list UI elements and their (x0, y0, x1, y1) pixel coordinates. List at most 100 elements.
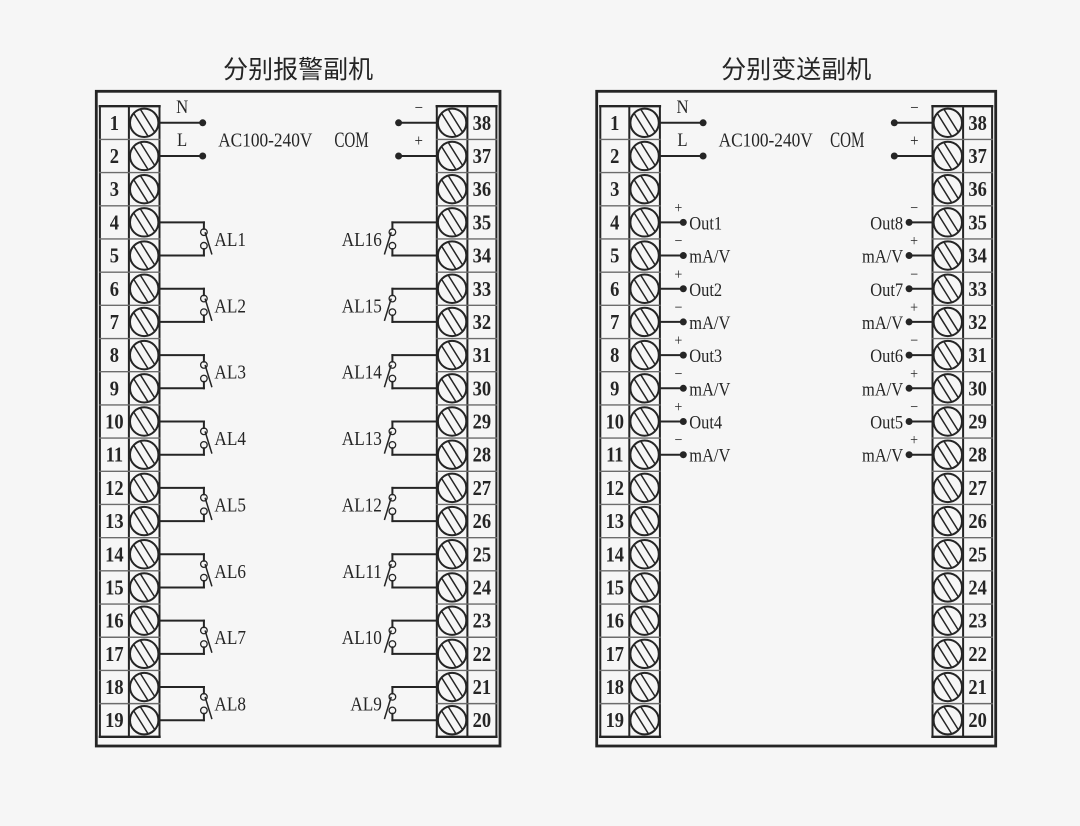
svg-text:2: 2 (110, 145, 119, 168)
svg-text:+: + (910, 300, 918, 317)
svg-text:−: − (414, 99, 422, 117)
svg-text:13: 13 (105, 510, 124, 533)
svg-text:38: 38 (968, 112, 987, 135)
svg-text:−: − (910, 200, 918, 217)
svg-text:23: 23 (968, 610, 987, 633)
svg-text:5: 5 (110, 245, 119, 268)
svg-text:27: 27 (473, 477, 492, 500)
svg-text:12: 12 (606, 477, 625, 500)
svg-text:AL1: AL1 (214, 229, 246, 252)
svg-text:7: 7 (110, 311, 119, 334)
svg-text:17: 17 (606, 643, 625, 666)
svg-text:mA/V: mA/V (689, 312, 730, 333)
svg-text:AL4: AL4 (214, 428, 246, 451)
svg-text:−: − (674, 432, 682, 449)
svg-text:24: 24 (968, 576, 987, 599)
svg-text:COM: COM (830, 128, 865, 153)
svg-text:27: 27 (968, 477, 987, 500)
svg-text:AL10: AL10 (342, 627, 382, 650)
svg-text:+: + (910, 432, 918, 449)
svg-text:+: + (674, 200, 682, 217)
svg-text:20: 20 (473, 709, 492, 732)
svg-text:30: 30 (968, 377, 987, 400)
svg-text:22: 22 (968, 643, 987, 666)
svg-text:24: 24 (473, 576, 492, 599)
svg-text:21: 21 (968, 676, 986, 699)
svg-text:38: 38 (473, 112, 492, 135)
svg-text:mA/V: mA/V (689, 378, 730, 399)
svg-text:7: 7 (610, 311, 619, 334)
svg-text:34: 34 (473, 245, 492, 268)
svg-text:AL15: AL15 (342, 295, 382, 318)
svg-text:AL11: AL11 (342, 561, 381, 584)
svg-text:AL7: AL7 (214, 627, 246, 650)
svg-text:3: 3 (610, 178, 619, 201)
svg-text:COM: COM (334, 128, 369, 153)
svg-text:9: 9 (110, 377, 119, 400)
svg-text:AL8: AL8 (214, 693, 246, 716)
svg-text:+: + (910, 366, 918, 383)
svg-text:Out7: Out7 (870, 279, 903, 300)
svg-text:−: − (674, 300, 682, 317)
svg-text:−: − (910, 99, 918, 117)
svg-text:L: L (177, 129, 187, 150)
svg-text:35: 35 (968, 211, 987, 234)
svg-text:+: + (674, 267, 682, 284)
svg-text:Out2: Out2 (689, 279, 722, 300)
svg-text:1: 1 (610, 112, 619, 135)
svg-text:10: 10 (606, 410, 625, 433)
svg-text:30: 30 (473, 377, 492, 400)
svg-text:AC100-240V: AC100-240V (719, 129, 814, 151)
svg-text:+: + (674, 333, 682, 350)
svg-text:29: 29 (473, 410, 492, 433)
svg-text:22: 22 (473, 643, 492, 666)
svg-text:Out3: Out3 (689, 345, 722, 366)
svg-text:mA/V: mA/V (862, 245, 903, 266)
svg-text:31: 31 (473, 344, 491, 367)
svg-text:1: 1 (110, 112, 119, 135)
svg-text:−: − (910, 333, 918, 350)
svg-text:mA/V: mA/V (862, 445, 903, 466)
svg-text:35: 35 (473, 211, 492, 234)
svg-text:36: 36 (473, 178, 492, 201)
svg-text:13: 13 (606, 510, 625, 533)
svg-text:分别变送副机: 分别变送副机 (721, 56, 871, 84)
svg-text:37: 37 (968, 145, 987, 168)
svg-text:37: 37 (473, 145, 492, 168)
svg-text:mA/V: mA/V (862, 378, 903, 399)
svg-text:+: + (414, 132, 422, 150)
svg-text:8: 8 (610, 344, 619, 367)
svg-text:28: 28 (968, 444, 987, 467)
svg-text:6: 6 (610, 278, 619, 301)
svg-text:28: 28 (473, 444, 492, 467)
svg-text:19: 19 (105, 709, 124, 732)
svg-text:26: 26 (968, 510, 987, 533)
svg-text:L: L (677, 129, 687, 150)
svg-text:17: 17 (105, 643, 124, 666)
svg-text:12: 12 (105, 477, 124, 500)
svg-text:+: + (910, 132, 918, 150)
svg-text:6: 6 (110, 278, 119, 301)
svg-text:5: 5 (610, 245, 619, 268)
svg-text:14: 14 (606, 543, 625, 566)
svg-text:15: 15 (105, 576, 124, 599)
svg-text:mA/V: mA/V (689, 445, 730, 466)
svg-text:11: 11 (106, 444, 123, 467)
svg-text:Out8: Out8 (870, 212, 903, 233)
svg-text:32: 32 (473, 311, 492, 334)
svg-text:32: 32 (968, 311, 987, 334)
svg-text:4: 4 (110, 211, 119, 234)
svg-text:19: 19 (606, 709, 625, 732)
svg-text:33: 33 (968, 278, 987, 301)
svg-text:Out1: Out1 (689, 212, 722, 233)
svg-text:AL3: AL3 (214, 362, 246, 385)
svg-text:33: 33 (473, 278, 492, 301)
svg-text:16: 16 (606, 610, 625, 633)
svg-text:29: 29 (968, 410, 987, 433)
svg-text:34: 34 (968, 245, 987, 268)
svg-text:−: − (910, 399, 918, 416)
svg-text:Out6: Out6 (870, 345, 903, 366)
svg-text:AL13: AL13 (342, 428, 382, 451)
svg-text:31: 31 (968, 344, 986, 367)
svg-text:AL14: AL14 (342, 362, 383, 385)
